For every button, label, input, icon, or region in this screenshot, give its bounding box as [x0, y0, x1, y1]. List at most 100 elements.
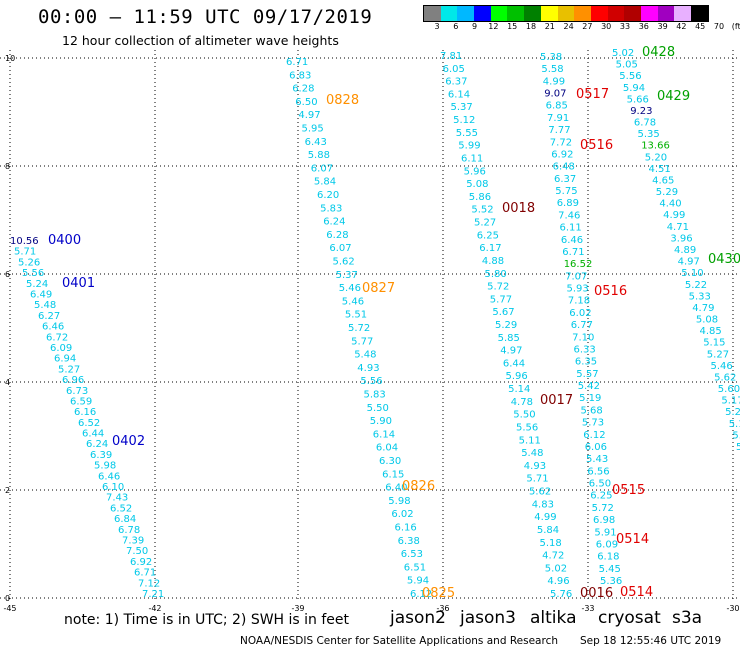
wave-height-value: 6.14 [373, 429, 395, 440]
wave-height-value: 6.51 [404, 562, 426, 573]
credit-text: NOAA/NESDIS Center for Satellite Applica… [240, 635, 558, 647]
wave-height-value: 5.66 [627, 94, 649, 105]
satellite-tracks: 10.565.715.265.565.246.495.486.276.466.7… [10, 45, 740, 601]
wave-height-value: 5.62 [714, 373, 736, 384]
wave-height-value: 3.96 [670, 233, 692, 244]
wave-height-value: 6.50 [589, 479, 611, 490]
wave-height-value: 5.80 [485, 269, 507, 280]
map-grid [0, 50, 740, 600]
wave-height-value: 7.18 [568, 296, 590, 307]
wave-height-value: 6.28 [292, 84, 314, 95]
wave-height-value: 5.76 [550, 589, 572, 600]
wave-height-value: 5.52 [471, 205, 493, 216]
colorbar-label: 42 [676, 22, 687, 31]
wave-height-value: 5.15 [729, 419, 740, 430]
wave-height-value: 5.91 [594, 527, 616, 538]
wave-height-value: 6.17 [479, 243, 501, 254]
wave-height-value: 4.93 [357, 363, 379, 374]
wave-height-value: 6.07 [311, 163, 333, 174]
wave-height-value: 5.26 [18, 257, 40, 268]
colorbar-swatch [507, 6, 525, 21]
wave-height-value: 5.37 [451, 102, 473, 113]
colorbar-swatch [474, 6, 491, 21]
wave-height-value: 5.02 [612, 48, 634, 59]
wave-height-value: 6.25 [590, 491, 612, 502]
wave-height-value: 6.44 [503, 358, 525, 369]
wave-height-value: 6.84 [114, 514, 136, 525]
wave-height-value: 7.81 [440, 51, 462, 62]
wave-height-value: 5.20 [645, 152, 667, 163]
wave-height-value: 6.71 [134, 568, 156, 579]
legend-s3a: s3a [672, 608, 703, 628]
wave-height-value: 4.83 [532, 499, 554, 510]
wave-height-value: 5.83 [364, 390, 386, 401]
wave-height-value: 5.85 [498, 333, 520, 344]
wave-height-value: 6.37 [445, 77, 467, 88]
wave-height-value: 9.23 [630, 106, 652, 117]
wave-height-value: 5.24 [26, 279, 48, 290]
wave-height-value: 5.08 [466, 179, 488, 190]
y-tick-label: 0 [5, 594, 10, 603]
wave-height-value: 6.94 [54, 354, 76, 365]
wave-height-value: 6.92 [130, 557, 152, 568]
wave-height-value: 4.79 [692, 303, 714, 314]
wave-height-value: 5.60 [718, 384, 740, 395]
wave-height-value: 5.62 [529, 487, 551, 498]
wave-height-value: 5.90 [370, 416, 392, 427]
wave-height-value: 6.24 [323, 217, 345, 228]
wave-height-value: 6.02 [391, 509, 413, 520]
wave-height-value: 6.96 [62, 375, 84, 386]
wave-height-value: 5.96 [464, 166, 486, 177]
pass-time-label: 0429 [657, 89, 690, 104]
wave-height-value: 4.99 [534, 512, 556, 523]
wave-height-value: 7.46 [558, 210, 580, 221]
colorbar-label: 33 [619, 22, 631, 31]
wave-height-value: 5.46 [342, 296, 364, 307]
wave-height-value: 6.59 [70, 397, 92, 408]
wave-height-value: 5.45 [599, 564, 621, 575]
satellite-track: 5.025.055.565.945.669.236.785.3513.665.2… [612, 45, 740, 453]
wave-height-value: 6.85 [546, 101, 568, 112]
wave-height-value: 4.96 [547, 576, 569, 587]
wave-height-value: 5.56 [360, 376, 382, 387]
colorbar-swatch [540, 6, 558, 21]
wave-height-value: 5.36 [600, 576, 622, 587]
colorbar-swatch [524, 6, 541, 21]
wave-height-value: 5.10 [681, 268, 703, 279]
wave-height-value: 5.50 [367, 403, 389, 414]
wave-height-value: 6.52 [78, 418, 100, 429]
wave-height-value: 4.89 [674, 245, 696, 256]
wave-height-value: 5.83 [320, 203, 342, 214]
wave-height-value: 5.05 [616, 60, 638, 71]
colorbar-label: 36 [638, 22, 649, 31]
wave-height-value: 6.12 [583, 430, 605, 441]
satellite-track: 7.816.056.376.145.375.125.555.996.115.96… [440, 51, 613, 601]
colorbar-swatch [557, 6, 575, 21]
wave-height-value: 5.42 [578, 381, 600, 392]
generated-timestamp: Sep 18 12:55:46 UTC 2019 [580, 635, 722, 647]
wave-height-value: 5.11 [519, 435, 541, 446]
legend-jason2: jason2 [390, 608, 446, 628]
wave-height-value: 5.27 [474, 218, 496, 229]
x-tick-label: -36 [436, 604, 449, 613]
wave-height-value: 4.78 [511, 397, 533, 408]
wave-height-value: 5.67 [492, 307, 514, 318]
wave-height-value: 6.48 [553, 162, 575, 173]
wave-height-value: 4.88 [482, 256, 504, 267]
wave-height-value: 6.16 [74, 407, 96, 418]
pass-time-label: 0514 [620, 585, 653, 600]
wave-height-value: 4.85 [700, 326, 722, 337]
wave-height-value: 6.15 [382, 469, 404, 480]
wave-height-value: 6.78 [118, 525, 140, 536]
wave-height-value: 5.62 [333, 257, 355, 268]
wave-height-value: 4.97 [678, 257, 700, 268]
wave-height-value: 7.07 [565, 271, 587, 282]
wave-height-value: 5.93 [567, 284, 589, 295]
wave-height-value: 7.10 [572, 332, 594, 343]
wave-height-value: 16.52 [564, 259, 593, 270]
wave-height-value: 6.73 [66, 386, 88, 397]
wave-height-value: 6.16 [395, 523, 417, 534]
colorbar-label: 27 [582, 22, 593, 31]
colorbar-swatch [490, 6, 508, 21]
wave-height-value: 6.28 [326, 230, 348, 241]
